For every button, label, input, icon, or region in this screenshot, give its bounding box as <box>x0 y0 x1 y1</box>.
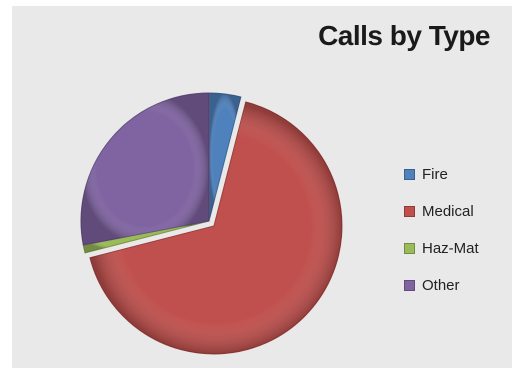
legend-label-other: Other <box>422 277 460 294</box>
pie-slice-shade-haz-mat <box>83 221 209 253</box>
legend-swatch-haz-mat <box>404 243 415 254</box>
pie-slice-shade-fire <box>209 93 241 221</box>
legend-item-fire: Fire <box>404 156 479 193</box>
legend-label-medical: Medical <box>422 203 474 220</box>
chart-frame: Calls by Type Fire Medical Haz-Mat Other <box>12 6 512 368</box>
chart-title: Calls by Type <box>318 20 490 51</box>
pie-chart <box>80 92 343 355</box>
legend-item-other: Other <box>404 267 479 304</box>
legend: Fire Medical Haz-Mat Other <box>404 156 479 304</box>
legend-item-haz-mat: Haz-Mat <box>404 230 479 267</box>
legend-swatch-fire <box>404 169 415 180</box>
legend-label-haz-mat: Haz-Mat <box>422 240 479 257</box>
legend-label-fire: Fire <box>422 166 448 183</box>
pie-slice-shade-other <box>81 93 209 245</box>
pie-slice-shade-medical <box>89 101 342 354</box>
legend-item-medical: Medical <box>404 193 479 230</box>
legend-swatch-other <box>404 280 415 291</box>
legend-swatch-medical <box>404 206 415 217</box>
